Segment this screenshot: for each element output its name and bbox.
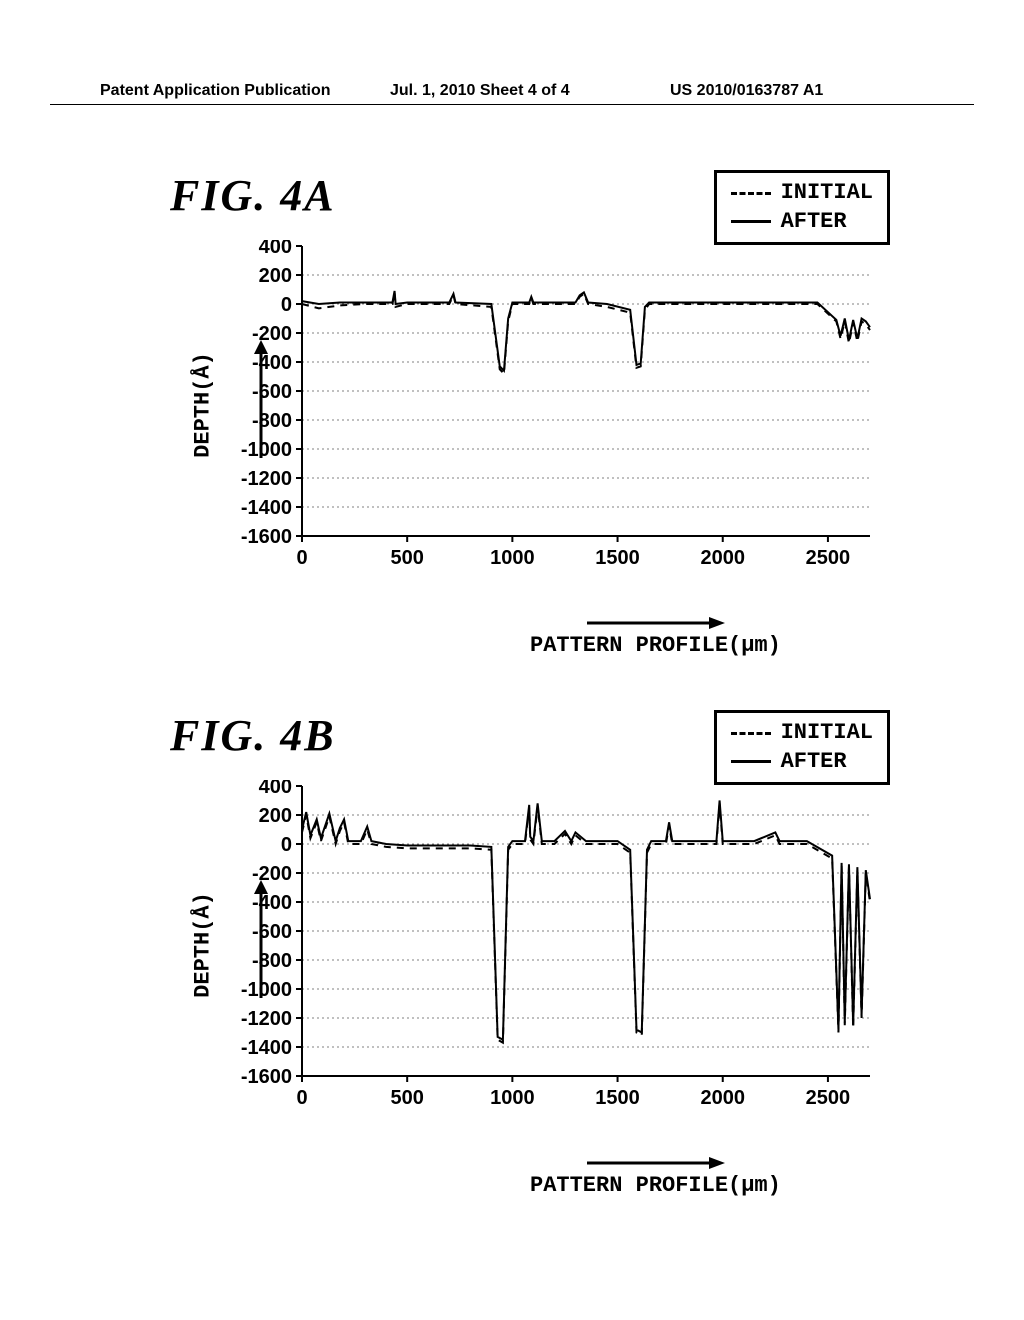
svg-text:2500: 2500 [806,547,851,569]
figure-4b-plot: 4002000-200-400-600-800-1000-1200-1400-1… [230,780,880,1110]
figure-4b-title: FIG. 4B [170,710,336,761]
legend-after: AFTER [731,748,873,777]
svg-text:-1600: -1600 [241,1066,292,1088]
figure-4a-legend: INITIAL AFTER [714,170,890,245]
figure-4a: FIG. 4A INITIAL AFTER DEPTH(Å) 4002000-2… [140,160,900,680]
svg-text:-1400: -1400 [241,497,292,519]
header-date-sheet: Jul. 1, 2010 Sheet 4 of 4 [390,82,570,100]
legend-initial-line [731,192,771,195]
y-axis-arrow-icon [254,340,268,460]
figure-4b-x-label-group: PATTERN PROFILE(μm) [530,1155,781,1198]
svg-text:-1200: -1200 [241,468,292,490]
svg-text:-1400: -1400 [241,1037,292,1059]
figure-4b-chart: DEPTH(Å) 4002000-200-400-600-800-1000-12… [230,780,880,1110]
svg-text:2000: 2000 [700,547,745,569]
svg-text:1000: 1000 [490,547,535,569]
legend-initial: INITIAL [731,719,873,748]
x-axis-arrow-icon [585,615,725,631]
svg-text:-1200: -1200 [241,1008,292,1030]
figure-4a-y-label: DEPTH(Å) [190,352,215,458]
header-patent-number: US 2010/0163787 A1 [670,82,823,100]
svg-text:500: 500 [390,1087,423,1109]
figure-4b-y-label: DEPTH(Å) [190,892,215,998]
svg-text:200: 200 [259,805,292,827]
figure-4b-legend: INITIAL AFTER [714,710,890,785]
legend-initial-line [731,732,771,735]
svg-text:-1600: -1600 [241,526,292,548]
legend-initial-label: INITIAL [781,719,873,748]
figure-4a-title: FIG. 4A [170,170,336,221]
svg-text:2500: 2500 [806,1087,851,1109]
figure-4a-x-label-group: PATTERN PROFILE(μm) [530,615,781,658]
svg-text:2000: 2000 [700,1087,745,1109]
svg-text:0: 0 [281,294,292,316]
svg-text:500: 500 [390,547,423,569]
figure-4a-x-label: PATTERN PROFILE(μm) [530,633,781,658]
svg-text:1500: 1500 [595,547,640,569]
header-rule [50,104,974,105]
legend-after-label: AFTER [781,208,847,237]
figure-4b-x-label: PATTERN PROFILE(μm) [530,1173,781,1198]
svg-text:1500: 1500 [595,1087,640,1109]
svg-text:0: 0 [296,1087,307,1109]
figure-4a-chart: DEPTH(Å) 4002000-200-400-600-800-1000-12… [230,240,880,570]
y-axis-arrow-icon [254,880,268,1000]
svg-text:200: 200 [259,265,292,287]
legend-initial: INITIAL [731,179,873,208]
x-axis-arrow-icon [585,1155,725,1171]
legend-initial-label: INITIAL [781,179,873,208]
legend-after-label: AFTER [781,748,847,777]
svg-text:400: 400 [259,780,292,798]
figure-4a-plot: 4002000-200-400-600-800-1000-1200-1400-1… [230,240,880,570]
legend-after: AFTER [731,208,873,237]
figure-4b: FIG. 4B INITIAL AFTER DEPTH(Å) 4002000-2… [140,700,900,1260]
svg-text:0: 0 [281,834,292,856]
svg-text:0: 0 [296,547,307,569]
svg-text:1000: 1000 [490,1087,535,1109]
legend-after-line [731,220,771,223]
legend-after-line [731,760,771,763]
svg-text:400: 400 [259,240,292,258]
header-publication: Patent Application Publication [100,82,331,100]
